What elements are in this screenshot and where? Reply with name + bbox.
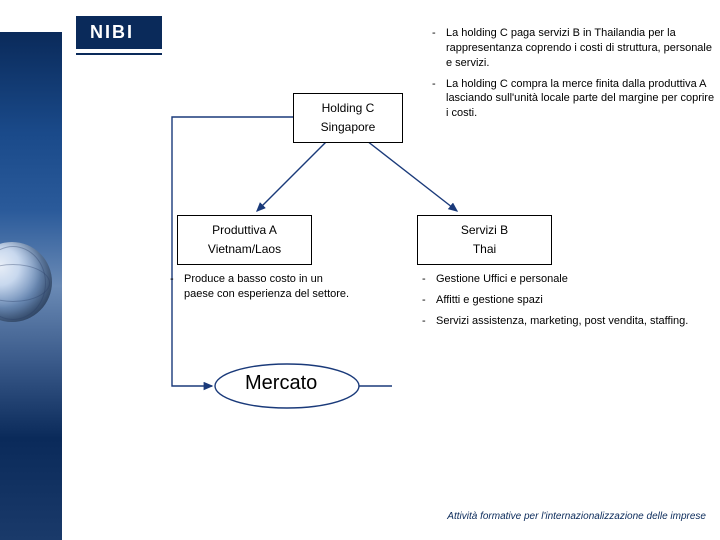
servizi-loc: Thai [426, 240, 543, 259]
bullet-text: Servizi assistenza, marketing, post vend… [436, 314, 702, 329]
holding-loc: Singapore [302, 118, 394, 137]
bullet-text: Produce a basso costo in un paese con es… [184, 272, 350, 302]
produttiva-loc: Vietnam/Laos [186, 240, 303, 259]
list-item: -La holding C compra la merce finita dal… [432, 77, 716, 122]
box-holding: Holding C Singapore [293, 93, 403, 143]
holding-name: Holding C [302, 99, 394, 118]
bullets-holding: -La holding C paga servizi B in Thailand… [432, 26, 716, 127]
bullet-text: La holding C paga servizi B in Thailandi… [446, 26, 716, 71]
list-item: -Produce a basso costo in un paese con e… [170, 272, 350, 302]
globe-graphic [0, 242, 52, 322]
produttiva-name: Produttiva A [186, 221, 303, 240]
sidebar-image [0, 32, 62, 540]
bullets-produttiva: -Produce a basso costo in un paese con e… [170, 272, 350, 308]
footer-text: Attività formative per l'internazionaliz… [447, 511, 706, 522]
servizi-name: Servizi B [426, 221, 543, 240]
sidebar-gap [0, 0, 62, 32]
list-item: -La holding C paga servizi B in Thailand… [432, 26, 716, 71]
slide-content: NIBI Holding C Singapore Produttiva A Vi… [62, 0, 720, 540]
box-servizi: Servizi B Thai [417, 215, 552, 265]
mercato-label: Mercato [245, 372, 317, 395]
list-item: -Gestione Uffici e personale [422, 272, 702, 287]
list-item: -Affitti e gestione spazi [422, 293, 702, 308]
list-item: -Servizi assistenza, marketing, post ven… [422, 314, 702, 329]
sidebar-photo-strip [0, 0, 62, 540]
bullets-servizi: -Gestione Uffici e personale -Affitti e … [422, 272, 702, 335]
box-produttiva: Produttiva A Vietnam/Laos [177, 215, 312, 265]
logo-underline [76, 53, 162, 55]
logo-text: NIBI [76, 16, 162, 49]
bullet-text: Gestione Uffici e personale [436, 272, 702, 287]
bullet-text: Affitti e gestione spazi [436, 293, 702, 308]
logo-block: NIBI [76, 16, 162, 55]
bullet-text: La holding C compra la merce finita dall… [446, 77, 716, 122]
